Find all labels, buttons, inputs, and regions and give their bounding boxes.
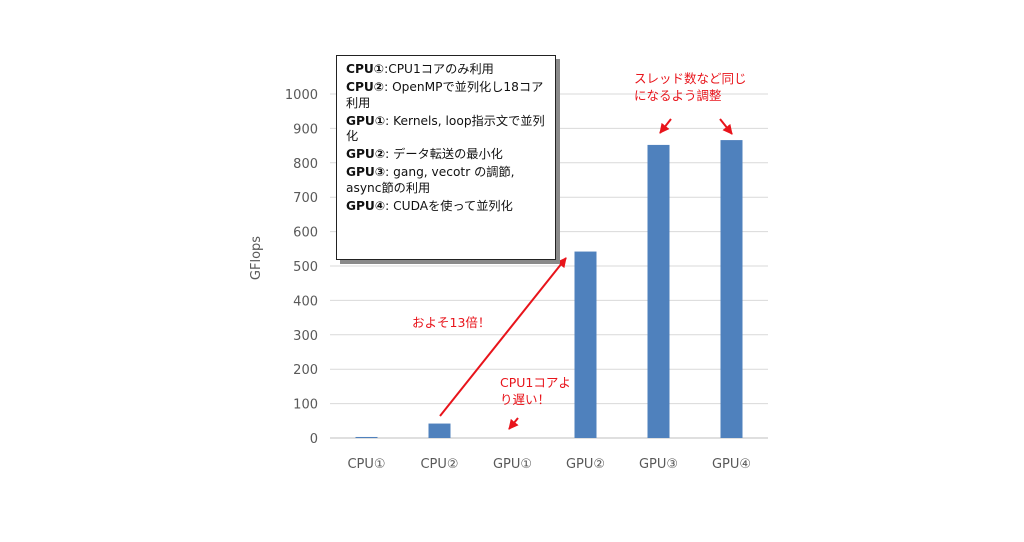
threads-annotation-line: スレッド数など同じ	[634, 71, 747, 86]
threads-annotation: スレッド数など同じ になるよう調整	[634, 70, 747, 104]
legend-text: : CUDAを使って並列化	[385, 198, 513, 213]
y-tick-label: 0	[310, 432, 318, 447]
legend-item-cpu2: CPU②: OpenMPで並列化し18コア利用	[346, 80, 548, 111]
legend-key: CPU①	[346, 62, 385, 76]
x-tick-label: GPU③	[639, 457, 678, 472]
threads-annotation-line: になるよう調整	[634, 88, 722, 103]
x-tick-label: CPU②	[420, 457, 458, 472]
bar-2	[428, 423, 451, 438]
y-tick-label: 600	[293, 226, 318, 241]
y-tick-label: 400	[293, 294, 318, 309]
y-tick-label: 500	[293, 260, 318, 275]
bar-1	[355, 436, 378, 438]
y-tick-labels: 0 100 200 300 400 500 600 700 800 900 1000	[285, 88, 318, 447]
slower-annotation-line: CPU1コアよ	[500, 375, 571, 390]
legend-text: :CPU1コアのみ利用	[384, 62, 494, 76]
y-tick-label: 900	[293, 122, 318, 137]
y-tick-label: 800	[293, 157, 318, 172]
legend-text: : gang, vecotr の調節, async節の利用	[346, 165, 515, 195]
x-tick-label: CPU①	[347, 457, 385, 472]
speedup-annotation: およそ13倍！	[412, 315, 491, 330]
y-tick-label: 700	[293, 191, 318, 206]
y-tick-label: 300	[293, 329, 318, 344]
legend-item-gpu4: GPU④: CUDAを使って並列化	[346, 199, 548, 215]
slower-annotation-line: り遅い！	[500, 392, 551, 407]
legend-key: GPU③	[346, 165, 386, 179]
legend-item-cpu1: CPU①:CPU1コアのみ利用	[346, 62, 548, 78]
y-tick-label: 200	[293, 363, 318, 378]
legend-key: GPU①	[346, 113, 386, 128]
x-tick-label: GPU①	[493, 457, 532, 472]
slower-arrow	[508, 417, 519, 430]
legend-text: : Kernels, loop指示文で並列化	[346, 113, 545, 144]
bar-4	[574, 251, 597, 438]
legend-key: GPU④	[346, 198, 386, 213]
bar-5	[647, 144, 670, 439]
legend-item-gpu1: GPU①: Kernels, loop指示文で並列化	[346, 114, 548, 145]
y-axis-label: GFlops	[249, 236, 264, 280]
y-tick-label: 100	[293, 398, 318, 413]
speedup-arrow	[439, 257, 567, 417]
legend-box: CPU①:CPU1コアのみ利用 CPU②: OpenMPで並列化し18コア利用 …	[336, 55, 556, 260]
annotation-arrows	[439, 118, 733, 430]
gpu4-arrow	[719, 118, 733, 135]
legend-item-gpu3: GPU③: gang, vecotr の調節, async節の利用	[346, 165, 548, 196]
x-tick-labels: CPU① CPU② GPU① GPU② GPU③ GPU④	[347, 457, 751, 472]
y-tick-label: 1000	[285, 88, 318, 103]
legend-text: : OpenMPで並列化し18コア利用	[346, 80, 544, 110]
slower-annotation: CPU1コアよ り遅い！	[500, 374, 571, 408]
legend-key: CPU②	[346, 80, 385, 94]
bars	[355, 140, 743, 439]
x-tick-label: GPU④	[712, 457, 751, 472]
x-tick-label: GPU②	[566, 457, 605, 472]
legend-text: : データ転送の最小化	[385, 147, 503, 161]
legend-item-gpu2: GPU②: データ転送の最小化	[346, 147, 548, 163]
bar-6	[720, 140, 743, 438]
gpu3-arrow	[659, 118, 672, 134]
legend-key: GPU②	[346, 147, 386, 161]
